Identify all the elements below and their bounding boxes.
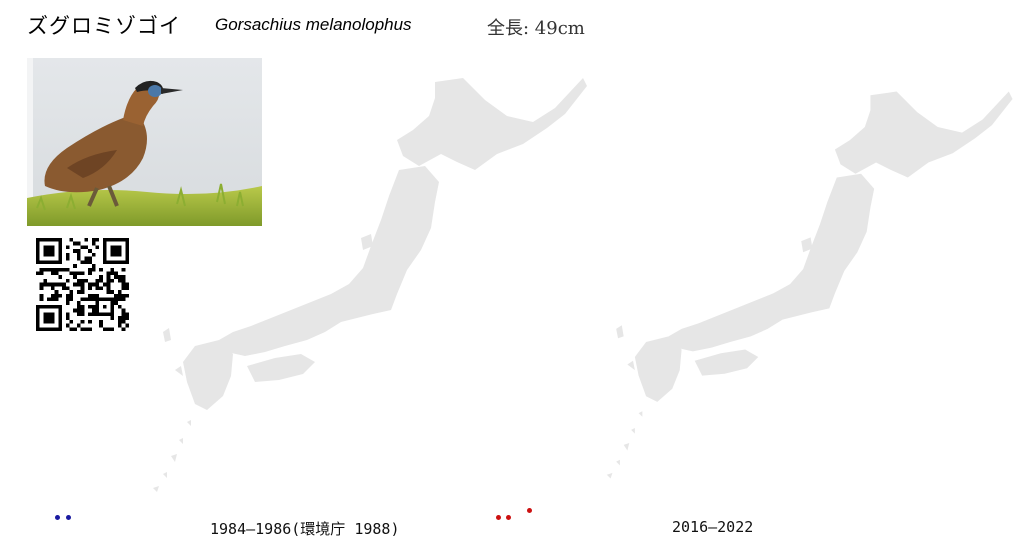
map-caption-1984-1986: 1984–1986(環境庁 1988) (210, 520, 400, 538)
qr-code-icon[interactable] (36, 238, 129, 331)
species-scientific-name: Gorsachius melanolophus (215, 15, 412, 34)
record-dot-2016 (527, 508, 532, 513)
map-caption-2016-2022: 2016–2022 (672, 518, 754, 536)
record-dot-1984 (66, 515, 71, 520)
japan-map-2016-2022 (606, 91, 1013, 479)
species-length: 全長: 49cm (487, 18, 585, 39)
record-dot-2016 (496, 515, 501, 520)
japan-map-1984-1986 (153, 78, 587, 492)
species-common-name: ズグロミゾゴイ (27, 14, 181, 38)
bird-photo (27, 58, 262, 226)
record-dot-2016 (506, 515, 511, 520)
record-dot-1984 (55, 515, 60, 520)
